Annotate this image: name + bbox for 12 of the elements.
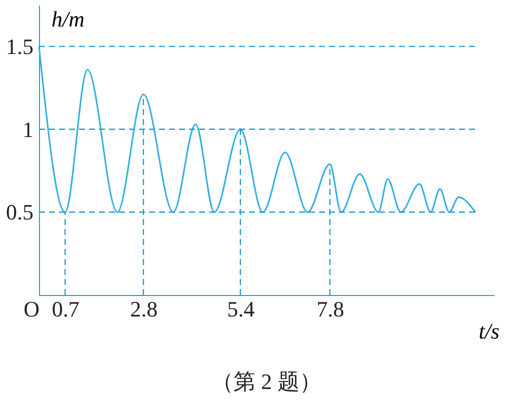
x-tick-label: 0.7 — [52, 296, 80, 322]
x-tick-label: 2.8 — [130, 296, 158, 322]
y-tick-label: 1 — [22, 116, 34, 142]
y-axis-title: h/m — [52, 6, 84, 32]
text: （第 2 题） — [212, 369, 322, 394]
x-tick-label: 7.8 — [316, 296, 344, 322]
x-axis-title: t/s — [478, 318, 500, 344]
y-tick-label: 0.5 — [6, 200, 34, 225]
y-tick-label: 1.5 — [6, 34, 34, 59]
x-tick-label: O — [24, 296, 40, 322]
line-series — [38, 46, 476, 213]
x-tick-label: 5.4 — [227, 296, 255, 322]
